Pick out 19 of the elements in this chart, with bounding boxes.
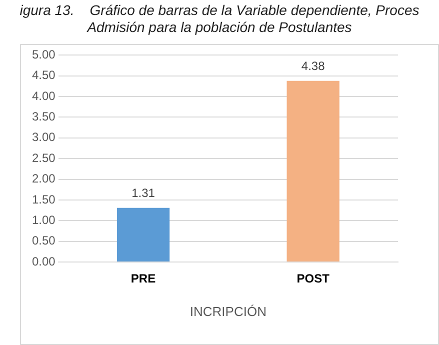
y-tick-label: 4.50 (32, 68, 56, 82)
y-tick-label: 1.50 (32, 192, 56, 206)
y-tick-label: 0.00 (32, 254, 56, 268)
x-tick-label: PRE (130, 272, 156, 286)
y-tick-label: 2.50 (32, 150, 56, 165)
y-tick-label: 2.00 (32, 172, 56, 186)
y-tick-label: 4.00 (32, 88, 56, 103)
y-tick-label: 3.50 (32, 110, 56, 124)
y-tick-label: 1.00 (32, 212, 56, 227)
chart-title: igura 13. Gráfico de barras de la Variable dependiente, Proces (18, 2, 420, 19)
y-tick-label: 5.00 (32, 48, 56, 62)
y-tick-label: 3.00 (32, 130, 56, 144)
x-tick-label: POST (296, 272, 330, 286)
data-label: 4.38 (301, 59, 326, 74)
x-axis-title: INCRIPCIÓN (190, 304, 266, 319)
y-tick-label: 0.50 (32, 234, 56, 248)
chart-subtitle: Admisión para la población de Postulantes (86, 19, 353, 36)
data-label: 1.31 (132, 186, 156, 200)
chart-frame: INCRIPCIÓN 0.00 0.50 1.00 1.50 2.00 2.50 3.00 3.50 4.00 4.50 5.00 PRE POST 1.31 4.38 (20, 44, 439, 345)
